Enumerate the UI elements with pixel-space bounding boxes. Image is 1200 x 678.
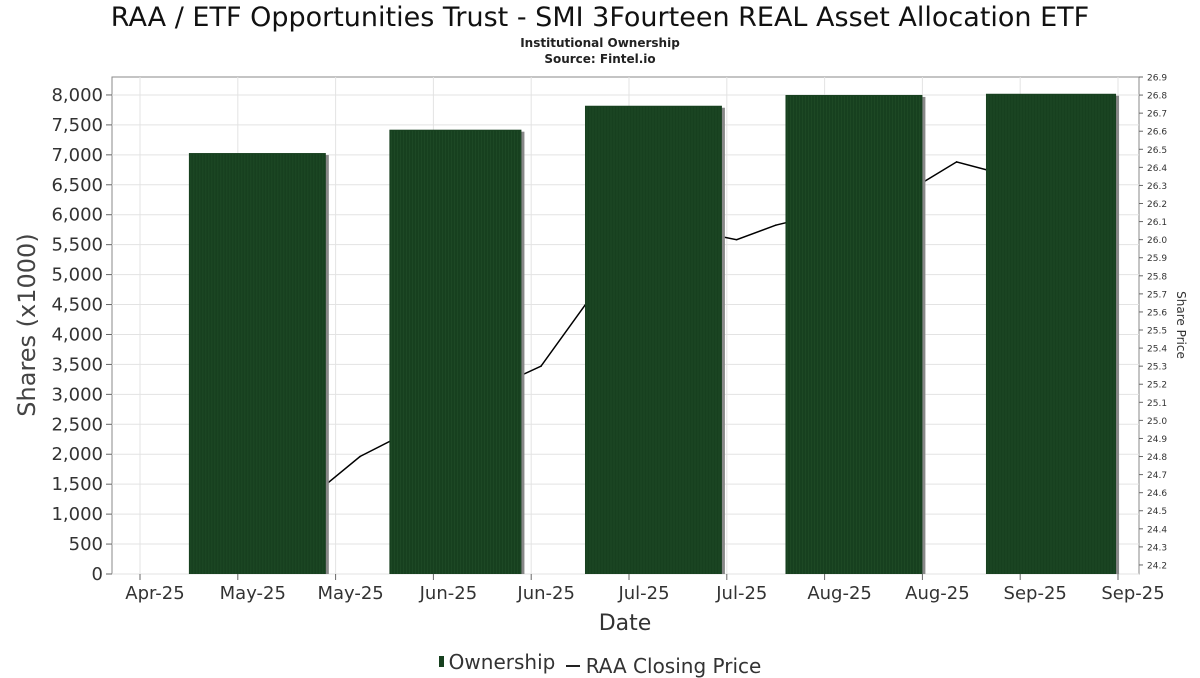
legend-ownership: Ownership — [438, 649, 556, 674]
y2-tick-label: 25.2 — [1147, 381, 1167, 391]
y2-tick-label: 26.6 — [1147, 128, 1167, 138]
ownership-bar — [985, 93, 1120, 574]
y2-tick-label: 25.5 — [1147, 327, 1167, 337]
y2-tick-label: 26.7 — [1147, 110, 1167, 120]
y2-tick-label: 26.0 — [1147, 236, 1167, 246]
y-tick-label: 8,000 — [51, 85, 103, 106]
y2-tick-label: 25.0 — [1147, 417, 1167, 427]
y2-tick-label: 25.8 — [1147, 272, 1167, 282]
y2-tick-label: 25.1 — [1147, 399, 1167, 409]
x-tick-label: Jul-25 — [715, 583, 767, 604]
y2-tick-label: 26.4 — [1147, 164, 1167, 174]
y2-tick-label: 24.5 — [1147, 507, 1167, 517]
y-tick-label: 6,000 — [51, 205, 103, 226]
y2-tick-label: 25.9 — [1147, 254, 1167, 264]
price-line-swatch-icon — [565, 665, 580, 667]
y-tick-label: 6,500 — [51, 175, 103, 196]
ownership-bars — [188, 93, 1120, 574]
chart-title: RAA / ETF Opportunities Trust - SMI 3Fou… — [110, 2, 1090, 33]
y2-tick-label: 25.7 — [1147, 290, 1167, 300]
x-tick-label: Sep-25 — [1004, 583, 1067, 604]
legend: Ownership RAA Closing Price — [0, 648, 1200, 678]
price-point — [359, 455, 361, 458]
ownership-bar — [785, 94, 926, 574]
y-tick-label: 2,500 — [51, 414, 103, 435]
y-axis-label: Shares (x1000) — [13, 233, 41, 416]
price-point — [955, 161, 958, 163]
y2-tick-label: 26.1 — [1147, 218, 1167, 228]
x-tick-label: Jun-25 — [516, 583, 575, 604]
ownership-bar — [188, 153, 329, 574]
y-tick-label: 4,500 — [51, 295, 103, 316]
y-tick-label: 0 — [92, 564, 103, 585]
y2-tick-label: 26.2 — [1147, 200, 1167, 210]
price-point — [774, 224, 777, 226]
y2-tick-label: 26.5 — [1147, 146, 1167, 156]
legend-price: RAA Closing Price — [565, 654, 762, 678]
y-tick-label: 7,500 — [51, 115, 103, 136]
y2-axis: 24.2 24.3 24.4 24.5 24.6 24.7 24.8 24.9 25.0 25.1… — [1139, 74, 1167, 571]
x-axis-label: Date — [599, 611, 652, 636]
ownership-swatch-icon — [438, 656, 444, 667]
y2-tick-label: 24.7 — [1147, 471, 1167, 481]
legend-ownership-label: Ownership — [448, 649, 556, 674]
y2-tick-label: 25.4 — [1147, 345, 1167, 355]
y2-axis-label: Share Price — [1174, 291, 1188, 359]
legend-price-label: RAA Closing Price — [585, 654, 762, 678]
y-tick-label: 5,000 — [51, 265, 103, 286]
x-tick-label: Jul-25 — [617, 583, 669, 604]
y-tick-label: 3,000 — [51, 384, 103, 405]
y2-tick-label: 26.3 — [1147, 182, 1167, 192]
y-tick-label: 2,000 — [51, 444, 103, 465]
y-tick-label: 1,000 — [51, 504, 103, 525]
y-tick-label: 3,500 — [51, 354, 103, 375]
y-tick-label: 7,000 — [51, 145, 103, 166]
y2-tick-label: 25.6 — [1147, 308, 1167, 318]
x-tick-label: May-25 — [220, 583, 286, 604]
chart-subtitle: Institutional Ownership — [520, 36, 680, 50]
x-tick-label: May-25 — [317, 583, 383, 604]
chart-source: Source: Fintel.io — [544, 52, 656, 66]
price-point — [540, 365, 542, 367]
y-tick-label: 4,000 — [51, 324, 103, 345]
x-tick-label: Apr-25 — [125, 583, 184, 604]
y2-tick-label: 26.8 — [1147, 92, 1167, 102]
y2-tick-label: 24.4 — [1147, 525, 1167, 535]
price-point — [735, 238, 738, 241]
x-axis: Apr-25 May-25 May-25 Jun-25 Jun-25 Jul-25 Jul-… — [125, 574, 1165, 604]
bar-body — [785, 94, 923, 574]
y2-tick-label: 24.2 — [1147, 561, 1167, 571]
bar-body — [584, 105, 722, 574]
y2-tick-label: 24.8 — [1147, 453, 1167, 463]
x-tick-label: Aug-25 — [905, 583, 970, 604]
y-tick-label: 500 — [69, 534, 103, 555]
x-tick-label: Jun-25 — [419, 583, 478, 604]
ownership-bar — [389, 129, 525, 574]
y2-tick-label: 25.3 — [1147, 363, 1167, 373]
y2-tick-label: 24.6 — [1147, 489, 1167, 499]
x-tick-label: Sep-25 — [1101, 583, 1164, 604]
x-tick-label: Aug-25 — [807, 583, 872, 604]
y2-tick-label: 24.3 — [1147, 543, 1167, 553]
y2-tick-label: 26.9 — [1147, 74, 1167, 84]
y-axis: 0 500 1,000 1,500 2,000 2,500 3,000 3,500 4,000 4… — [51, 85, 112, 585]
y-tick-label: 5,500 — [51, 235, 103, 256]
y2-tick-label: 24.9 — [1147, 435, 1167, 445]
bar-body — [188, 153, 326, 574]
y-tick-label: 1,500 — [51, 474, 103, 495]
ownership-bar — [584, 105, 725, 574]
